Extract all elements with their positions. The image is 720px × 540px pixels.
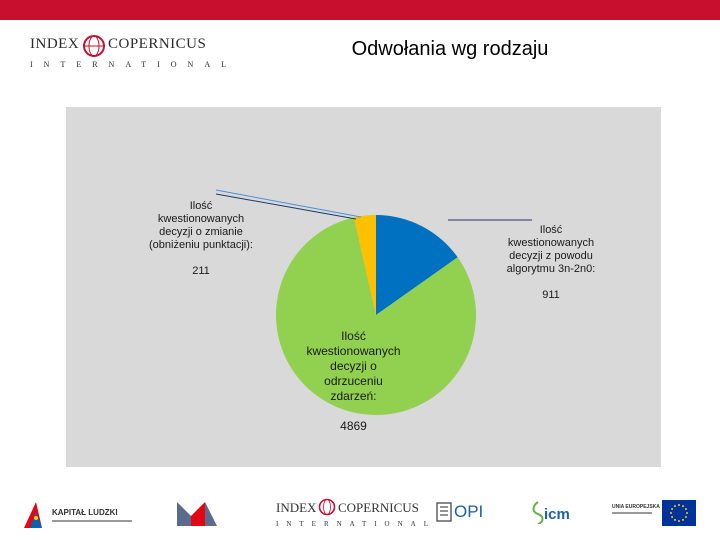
eu-subline bbox=[612, 512, 652, 514]
logo-subtitle: INTERNATIONAL bbox=[30, 60, 237, 69]
logo-word-copernicus: COPERNICUS bbox=[108, 36, 207, 52]
opi-emblem-icon bbox=[436, 502, 452, 522]
eu-logo: UNIA EUROPEJSKA bbox=[612, 500, 697, 528]
logo-word-index: INDEX bbox=[30, 36, 80, 52]
footer-logo-index: INDEX bbox=[276, 500, 317, 515]
eu-star bbox=[682, 505, 684, 508]
eu-star bbox=[682, 518, 684, 521]
eu-star bbox=[674, 518, 676, 521]
label-green-text: Ilość kwestionowanych decyzji o odrzucen… bbox=[306, 329, 401, 403]
eu-star bbox=[670, 512, 672, 514]
pie-slice-yellow bbox=[354, 215, 376, 315]
pie-slice-green bbox=[276, 217, 477, 416]
kapital-ludzki-icon bbox=[24, 502, 42, 528]
footer-globe-icon bbox=[318, 498, 336, 516]
nauka-logo-icon bbox=[177, 502, 217, 526]
eu-star bbox=[671, 516, 674, 518]
top-accent-bar bbox=[0, 0, 720, 20]
pie-chart bbox=[215, 189, 532, 416]
opi-text: OPI bbox=[454, 502, 484, 521]
label-blue-value: 911 bbox=[542, 289, 560, 301]
eu-star bbox=[684, 516, 687, 518]
slide-title: Odwołania wg rodzaju bbox=[351, 38, 549, 60]
footer-logo-international: INTERNATIONAL bbox=[276, 520, 436, 528]
icm-text: icm bbox=[544, 506, 570, 523]
index-copernicus-logo: INDEX COPERNICUS INTERNATIONAL bbox=[30, 35, 226, 72]
globe-icon bbox=[83, 35, 105, 57]
kapital-ludzki-logo: KAPITAŁ LUDZKI bbox=[22, 500, 137, 530]
eu-star bbox=[678, 520, 680, 522]
icm-swirl-icon bbox=[532, 501, 544, 525]
label-blue-text: Ilość kwestionowanych decyzji z powodu a… bbox=[506, 224, 596, 275]
eu-star bbox=[686, 512, 688, 514]
pie-slice-blue bbox=[376, 215, 458, 315]
opi-logo: OPI bbox=[436, 502, 486, 524]
footer-index-copernicus-logo: INDEX COPERNICUS INTERNATIONAL bbox=[276, 498, 428, 532]
eu-flag-icon bbox=[662, 500, 696, 526]
label-blue: Ilość kwestionowanych decyzji z powodu a… bbox=[491, 211, 611, 315]
label-green: Ilość kwestionowanych decyzji o odrzucen… bbox=[286, 314, 421, 449]
pie-chart-area: Ilość kwestionowanych decyzji z powodu a… bbox=[66, 107, 661, 467]
eu-star bbox=[674, 505, 676, 508]
label-green-value: 4869 bbox=[340, 419, 367, 433]
label-yellow: Ilość kwestionowanych decyzji o zmianie … bbox=[136, 187, 266, 291]
eu-star bbox=[678, 504, 680, 506]
label-yellow-text: Ilość kwestionowanych decyzji o zmianie … bbox=[149, 200, 253, 251]
leader-line-yellow-2 bbox=[215, 189, 362, 218]
kapital-ludzki-text: KAPITAŁ LUDZKI bbox=[52, 508, 118, 517]
footer-logo-copernicus: COPERNICUS bbox=[338, 500, 419, 515]
footer-logos: KAPITAŁ LUDZKI INDEX COPERNICUS INTERNAT… bbox=[0, 490, 720, 535]
kapital-ludzki-subline bbox=[52, 520, 132, 522]
label-yellow-value: 211 bbox=[192, 265, 210, 277]
leader-line-yellow bbox=[215, 193, 357, 220]
eu-star bbox=[684, 508, 687, 510]
eu-text: UNIA EUROPEJSKA bbox=[612, 504, 660, 510]
eu-star bbox=[671, 508, 674, 510]
icm-logo: icm bbox=[530, 500, 575, 526]
